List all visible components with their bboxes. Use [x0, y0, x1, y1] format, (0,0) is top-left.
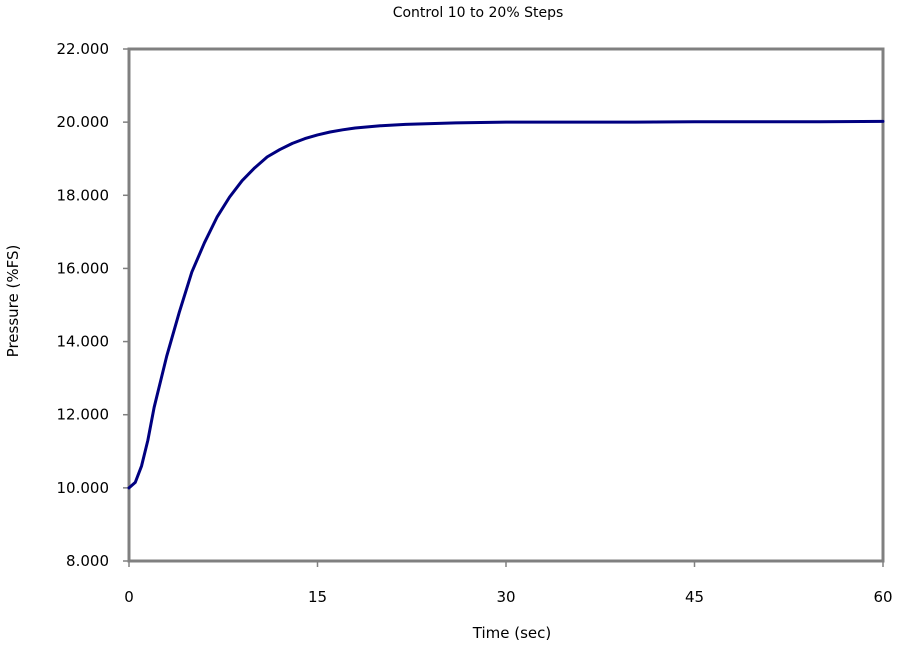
- chart-title: Control 10 to 20% Steps: [393, 5, 564, 21]
- x-tick-label: 0: [124, 588, 134, 606]
- x-tick-label: 60: [873, 588, 892, 606]
- y-tick-label: 14.000: [57, 333, 110, 351]
- series-line: [127, 119, 885, 490]
- y-tick-label: 10.000: [57, 479, 110, 497]
- y-tick-label: 16.000: [57, 259, 110, 277]
- y-tick-label: 8.000: [66, 552, 109, 570]
- plot-area: [127, 47, 885, 563]
- y-axis-ticks: 8.000 10.000 12.000 14.000 16.000 18.000 20.00…: [57, 40, 129, 570]
- y-tick-label: 20.000: [57, 113, 110, 131]
- x-tick-label: 45: [685, 588, 704, 606]
- y-tick-label: 12.000: [57, 406, 110, 424]
- y-tick-label: 22.000: [57, 40, 110, 58]
- x-axis-ticks: 0 15 30 45 60: [124, 561, 893, 606]
- y-tick-label: 18.000: [57, 186, 110, 204]
- y-axis-label: Pressure (%FS): [4, 245, 22, 358]
- series-layer: [127, 119, 885, 490]
- x-axis-label: Time (sec): [472, 624, 551, 642]
- x-tick-label: 30: [496, 588, 515, 606]
- x-tick-label: 15: [308, 588, 327, 606]
